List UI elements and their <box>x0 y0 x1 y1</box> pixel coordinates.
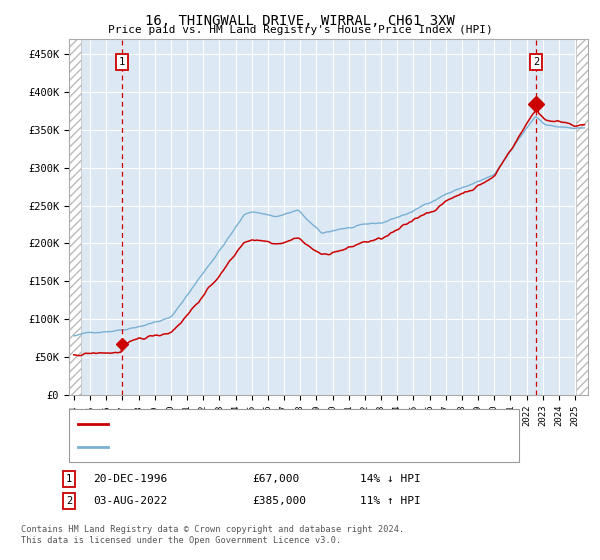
Text: 2: 2 <box>66 496 72 506</box>
Text: Contains HM Land Registry data © Crown copyright and database right 2024.
This d: Contains HM Land Registry data © Crown c… <box>21 525 404 545</box>
Text: 2: 2 <box>533 57 539 67</box>
Text: HPI: Average price, detached house, Wirral: HPI: Average price, detached house, Wirr… <box>112 442 374 452</box>
Text: 16, THINGWALL DRIVE, WIRRAL, CH61 3XW (detached house): 16, THINGWALL DRIVE, WIRRAL, CH61 3XW (d… <box>112 419 450 429</box>
Text: 16, THINGWALL DRIVE, WIRRAL, CH61 3XW: 16, THINGWALL DRIVE, WIRRAL, CH61 3XW <box>145 14 455 28</box>
Text: £67,000: £67,000 <box>252 474 299 484</box>
Text: 14% ↓ HPI: 14% ↓ HPI <box>360 474 421 484</box>
Text: Price paid vs. HM Land Registry's House Price Index (HPI): Price paid vs. HM Land Registry's House … <box>107 25 493 35</box>
Text: 20-DEC-1996: 20-DEC-1996 <box>93 474 167 484</box>
Text: £385,000: £385,000 <box>252 496 306 506</box>
Text: 03-AUG-2022: 03-AUG-2022 <box>93 496 167 506</box>
Text: 11% ↑ HPI: 11% ↑ HPI <box>360 496 421 506</box>
Text: 1: 1 <box>66 474 72 484</box>
Text: 1: 1 <box>119 57 125 67</box>
